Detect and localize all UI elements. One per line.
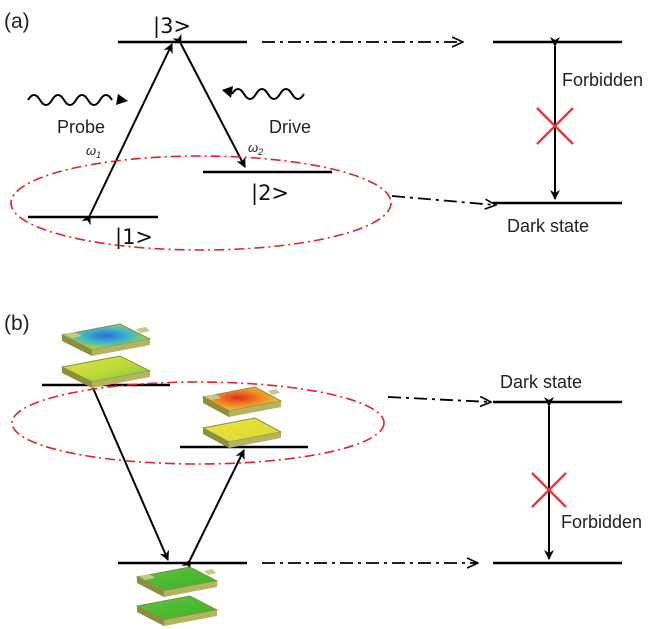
transition-arrow-2-b [181,449,245,571]
dark-state-ellipse-a [10,155,392,251]
dark-state-label-a: Dark state [507,216,589,236]
transition-arrow-1-b [84,377,169,561]
drive-wave-arrowhead-icon [222,86,233,98]
panel-a-tag: (a) [4,10,30,33]
level-2-ket: |2> [251,181,289,206]
resonator-middle-icon [201,386,283,448]
panel-a: (a) |3> |2> |1> Probe ω1 Drive ω2 [4,10,643,251]
drive-wave-icon [231,88,305,100]
drive-transition-arrow [172,33,246,168]
drive-label: Drive [269,117,311,137]
probe-transition-arrow [81,43,173,226]
dark-state-ellipse-b [11,381,385,465]
forbidden-cross-icon [536,107,574,145]
resonator-ground-icon [135,566,219,626]
dashdot-arrow-bottom-a [391,195,495,205]
dashdot-arrow-top-b [387,397,490,402]
forbidden-cross-icon-b [531,472,567,508]
panel-b: (b) [4,312,642,626]
resonator-upper-icon [60,323,152,388]
omega1-label: ω1 [86,143,101,160]
forbidden-label-a: Forbidden [562,70,643,90]
panel-b-tag: (b) [4,312,30,335]
level-3-ket: |3> [153,14,191,39]
forbidden-label-b: Forbidden [561,512,642,532]
probe-wave-arrowhead-icon [116,94,128,105]
probe-wave-icon [27,94,113,106]
omega2-label: ω2 [248,140,263,157]
probe-label: Probe [57,117,105,137]
dark-state-label-b: Dark state [500,372,582,392]
